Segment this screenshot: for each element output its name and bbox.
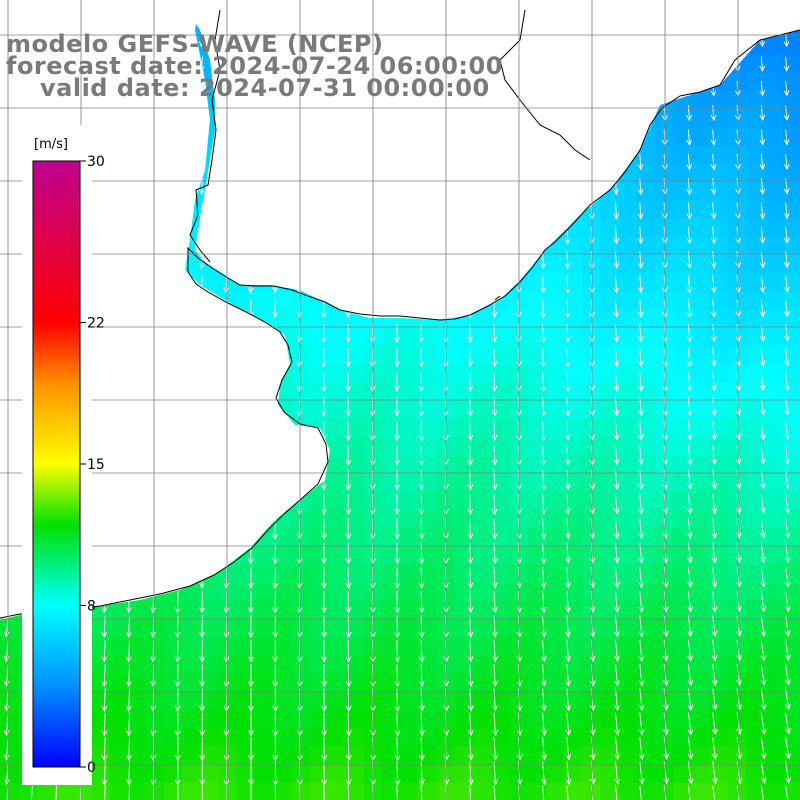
land-north (0, 0, 800, 320)
coastline (0, 29, 800, 619)
border-line (189, 9, 591, 301)
valid-date-label: valid date: 2024-07-31 00:00:00 (40, 74, 490, 102)
model-title: modelo GEFS-WAVE (NCEP) (6, 30, 384, 58)
forecast-date-label: forecast date: 2024-07-24 06:00:00 (6, 52, 503, 80)
